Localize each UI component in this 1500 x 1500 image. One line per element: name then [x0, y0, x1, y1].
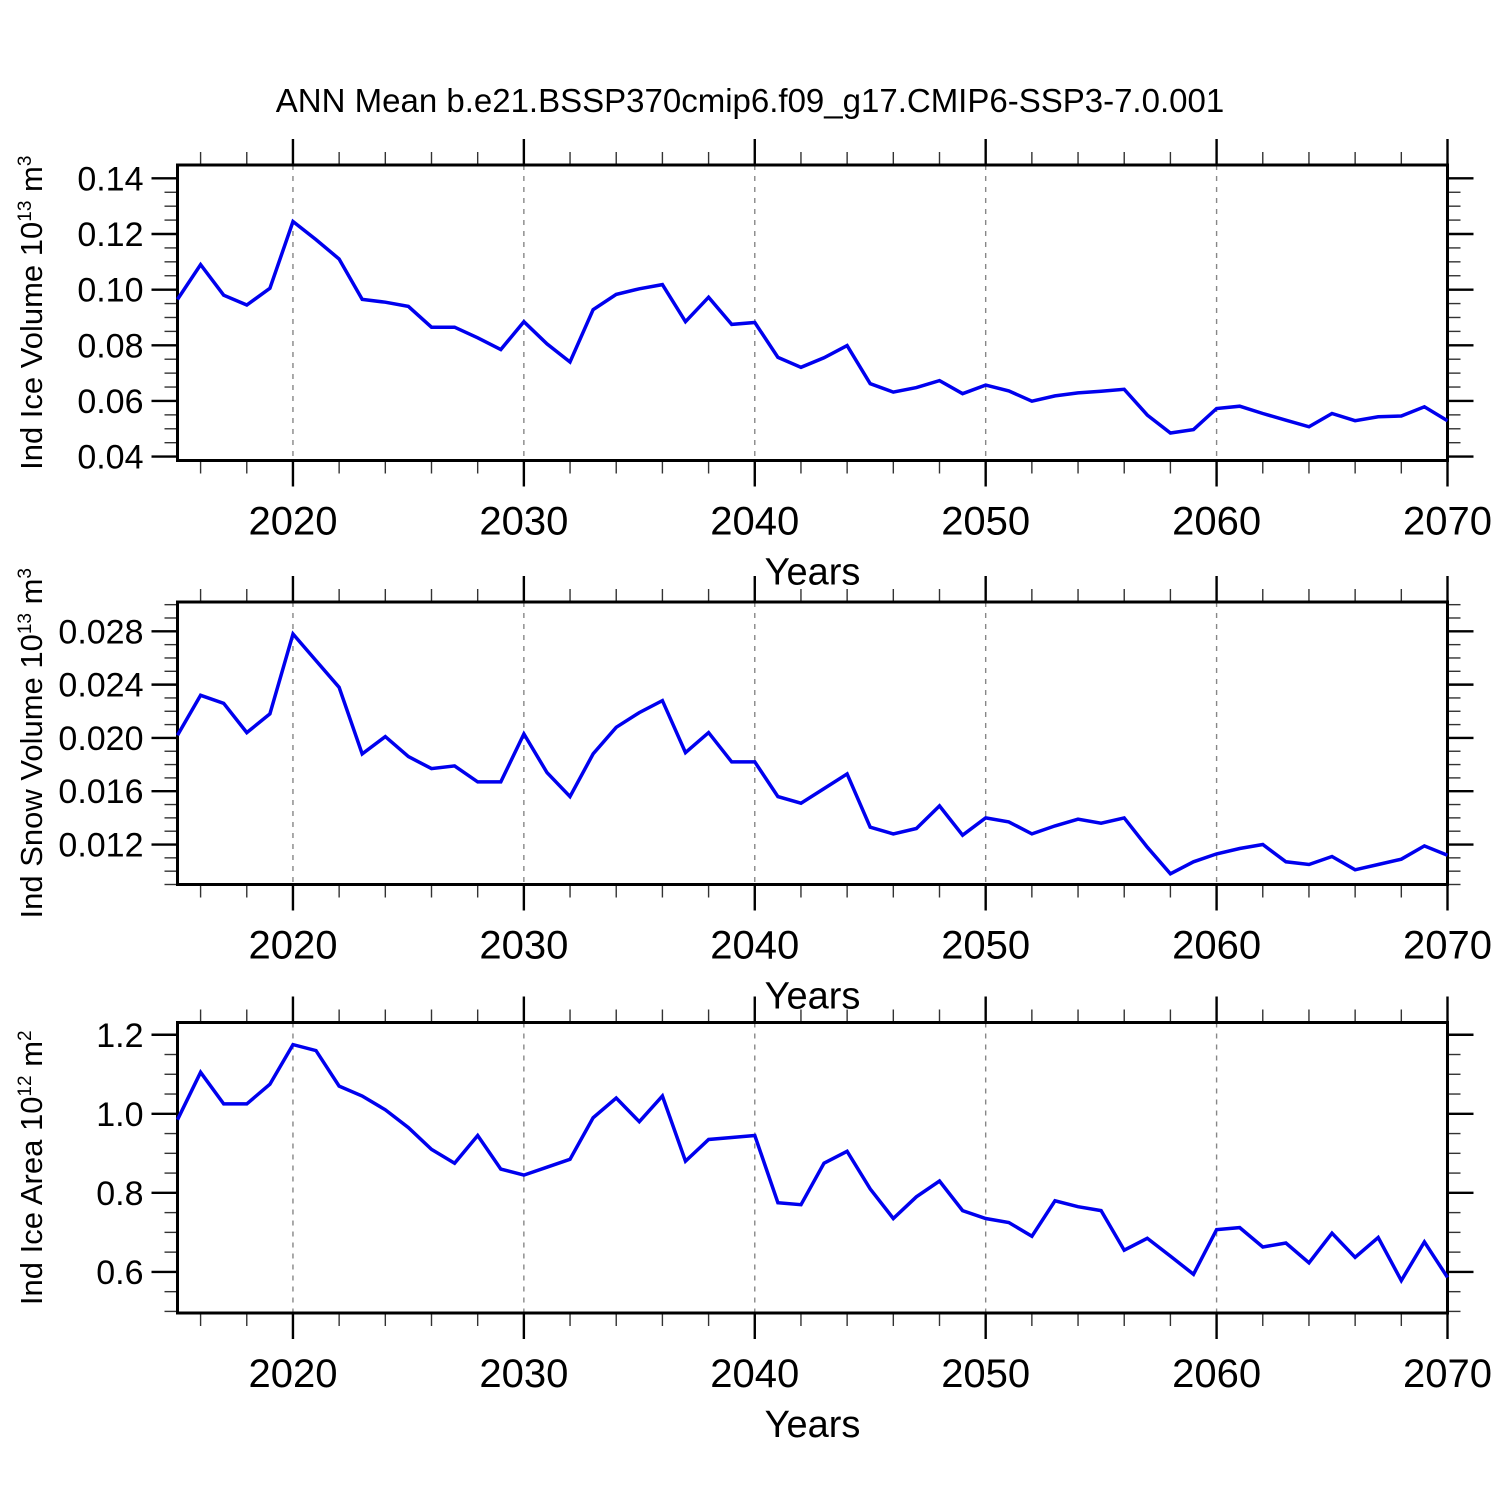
panel-ice-area: 0.6 0.8 1.0 1.2 2020 2030 2040 2050 2060 2070 Year… [14, 996, 1492, 1446]
x-tick-label: 2040 [710, 500, 799, 544]
y-tick-label: 0.012 [58, 827, 143, 865]
x-tick-label: 2020 [248, 924, 337, 968]
x-tick-label: 2050 [941, 1352, 1030, 1396]
x-tick-label: 2050 [941, 924, 1030, 968]
x-axis-title: Years [765, 1404, 861, 1446]
panel-snow-volume: 0.012 0.016 0.020 0.024 0.028 2020 2030 2040 205… [14, 568, 1492, 1018]
x-tick-label: 2070 [1403, 500, 1492, 544]
x-tick-label: 2050 [941, 500, 1030, 544]
y-axis-title-text: Ind Ice Volume 10 [14, 222, 49, 470]
panel-ice-volume: 0.04 0.06 0.08 0.10 0.12 0.14 2020 2030 2040 2050… [14, 139, 1492, 594]
y-axis-title-text: m [14, 1041, 49, 1075]
y-axis-title-text: m [14, 166, 49, 200]
y-axis-title-sup: 12 [15, 1075, 36, 1096]
y-axis-title-sup: 3 [15, 568, 36, 579]
panel-frame [176, 163, 1449, 462]
y-tick-label: 0.024 [58, 667, 143, 705]
y-axis-title-sup: 13 [15, 613, 36, 634]
y-axis-title-sup: 13 [15, 201, 36, 222]
x-tick-label: 2030 [479, 500, 568, 544]
x-tick-label: 2020 [248, 500, 337, 544]
y-tick-label: 0.10 [77, 272, 143, 310]
y-axis-title-text: Ind Snow Volume 10 [14, 634, 49, 918]
data-line-ice-area [175, 1042, 1449, 1285]
x-tick-label: 2030 [479, 1352, 568, 1396]
panel-frame [176, 1021, 1449, 1315]
chart-title: ANN Mean b.e21.BSSP370cmip6.f09_g17.CMIP… [275, 82, 1225, 119]
y-tick-label: 0.04 [77, 439, 143, 477]
y-tick-label: 0.020 [58, 720, 143, 758]
panel-frame [176, 600, 1449, 886]
y-tick-label: 0.08 [77, 327, 143, 365]
y-axis-title-text: Ind Ice Area 10 [14, 1097, 49, 1306]
y-axis-title: Ind Ice Area 1012 m2 [14, 1030, 49, 1305]
data-line-ice-volume [176, 218, 1449, 435]
y-axis-title: Ind Ice Volume 1013 m3 [14, 156, 49, 470]
y-tick-label: 0.12 [77, 216, 143, 254]
y-tick-label: 0.6 [96, 1254, 143, 1292]
y-tick-label: 0.028 [58, 613, 143, 651]
y-axis-title-text: m [14, 579, 49, 613]
y-axis-title: Ind Snow Volume 1013 m3 [14, 568, 49, 919]
x-tick-label: 2020 [248, 1352, 337, 1396]
x-tick-label: 2030 [479, 924, 568, 968]
y-tick-label: 0.8 [96, 1175, 143, 1213]
x-axis-title: Years [765, 552, 861, 594]
data-line-snow-volume [175, 630, 1449, 876]
y-axis-title-sup: 3 [15, 156, 36, 167]
y-tick-label: 1.0 [96, 1096, 143, 1134]
y-tick-label: 0.016 [58, 773, 143, 811]
y-tick-label: 0.14 [77, 160, 143, 198]
y-axis-title-sup: 2 [15, 1030, 36, 1041]
x-tick-label: 2070 [1403, 924, 1492, 968]
x-tick-label: 2060 [1172, 500, 1261, 544]
x-tick-label: 2060 [1172, 924, 1261, 968]
x-tick-label: 2070 [1403, 1352, 1492, 1396]
x-tick-label: 2040 [710, 1352, 799, 1396]
x-tick-label: 2040 [710, 924, 799, 968]
x-axis-title: Years [765, 976, 861, 1018]
y-tick-label: 0.06 [77, 383, 143, 421]
x-tick-label: 2060 [1172, 1352, 1261, 1396]
y-tick-label: 1.2 [96, 1017, 143, 1055]
